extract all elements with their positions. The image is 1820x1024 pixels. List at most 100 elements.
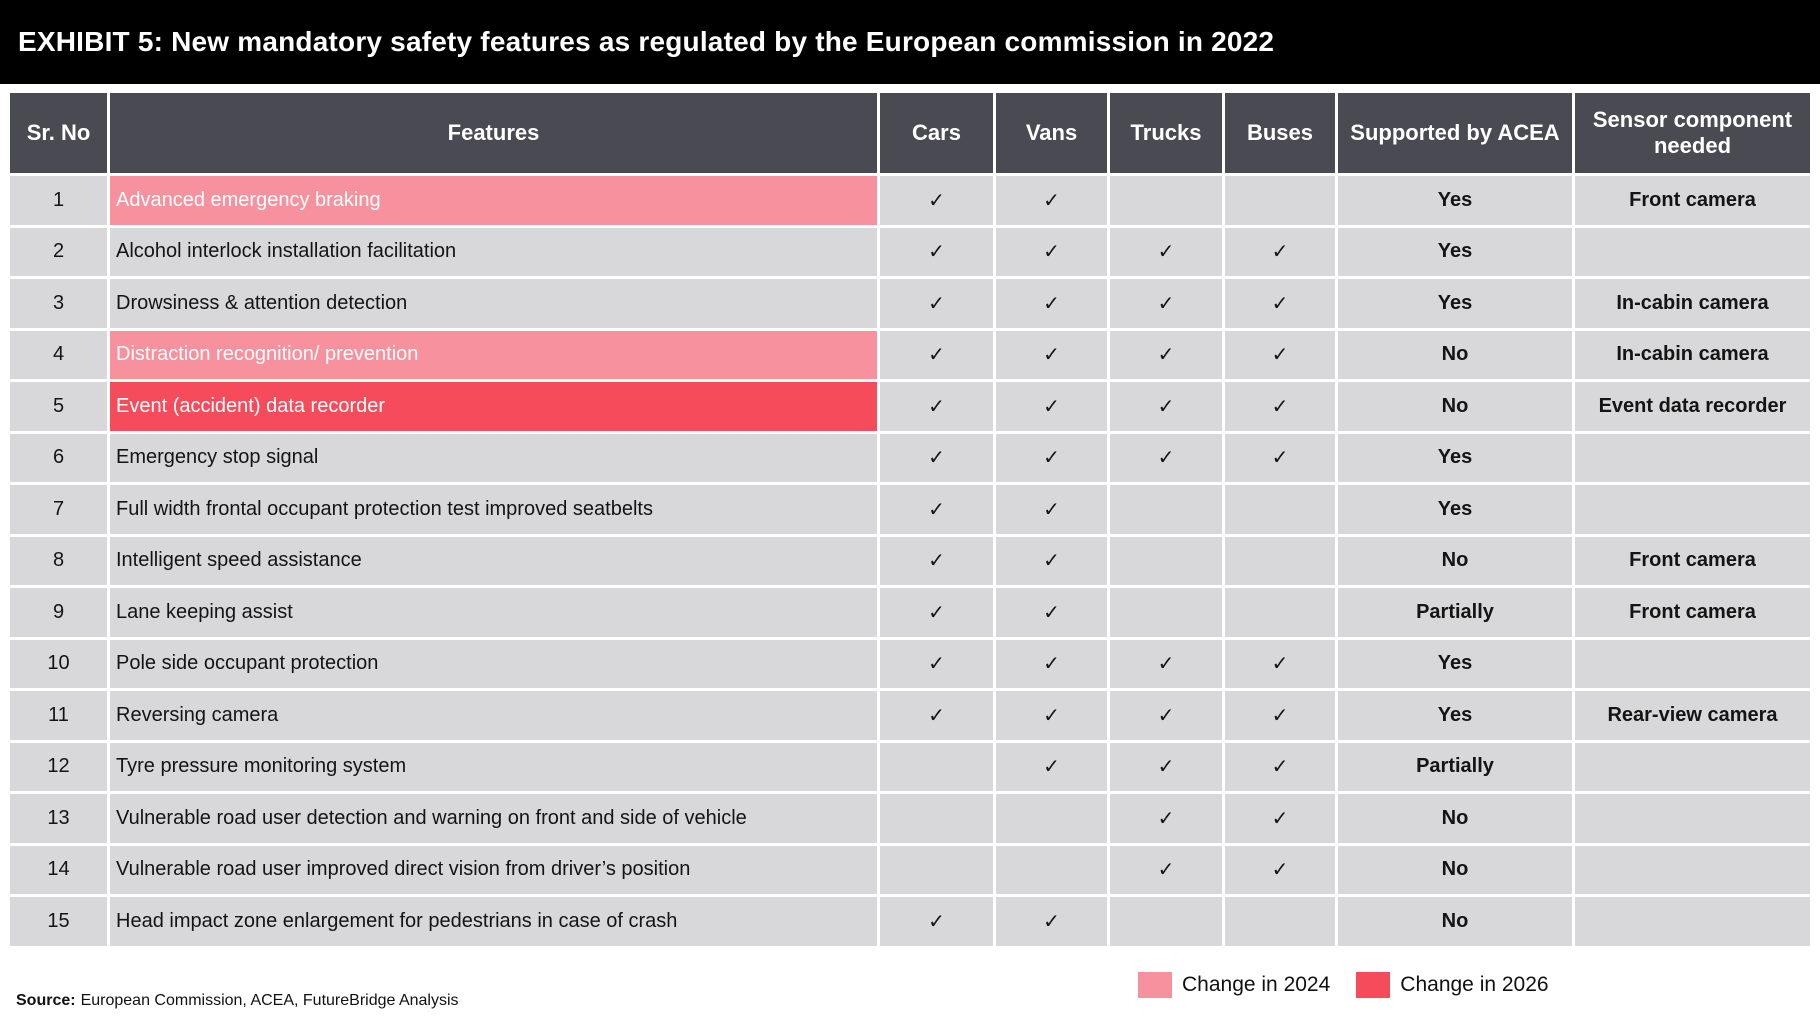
table-row: 8 Intelligent speed assistance ✓ ✓ No Front c… [10, 536, 1810, 585]
sensor-component-cell [1575, 227, 1810, 276]
feature-cell: Drowsiness & attention detection [110, 279, 877, 328]
check-icon: ✓ [1157, 704, 1175, 727]
exhibit-title: EXHIBIT 5: New mandatory safety features… [18, 26, 1275, 57]
table-row: 12 Tyre pressure monitoring system ✓ ✓ ✓ Part… [10, 742, 1810, 791]
feature-cell: Advanced emergency braking [110, 176, 877, 225]
table-row: 13 Vulnerable road user detection and war… [10, 794, 1810, 843]
table-row: 15 Head impact zone enlargement for pedes… [10, 897, 1810, 946]
empty-check-cell [1110, 176, 1222, 225]
supported-by-acea-cell: Yes [1338, 279, 1572, 328]
checkmark-cell: ✓ [996, 279, 1107, 328]
checkmark-cell: ✓ [880, 330, 993, 379]
check-icon: ✓ [928, 189, 945, 212]
row-number-cell: 11 [10, 691, 107, 740]
row-number-cell: 15 [10, 897, 107, 946]
empty-check-cell [1225, 536, 1335, 585]
empty-check-cell [1225, 485, 1335, 534]
checkmark-cell: ✓ [996, 639, 1107, 688]
feature-cell: Lane keeping assist [110, 588, 877, 637]
source-text: European Commission, ACEA, FutureBridge … [80, 992, 459, 1009]
checkmark-cell: ✓ [1110, 639, 1222, 688]
row-number-cell: 2 [10, 227, 107, 276]
check-icon: ✓ [1157, 344, 1175, 367]
sensor-component-cell: Front camera [1575, 588, 1810, 637]
check-icon: ✓ [1271, 447, 1289, 470]
checkmark-cell: ✓ [880, 279, 993, 328]
feature-cell: Pole side occupant protection [110, 639, 877, 688]
checkmark-cell: ✓ [996, 691, 1107, 740]
check-icon: ✓ [1043, 241, 1060, 264]
checkmark-cell: ✓ [1225, 227, 1335, 276]
checkmark-cell: ✓ [1110, 382, 1222, 431]
check-icon: ✓ [1043, 653, 1060, 676]
checkmark-cell: ✓ [880, 382, 993, 431]
feature-cell: Tyre pressure monitoring system [110, 742, 877, 791]
table-row: 6 Emergency stop signal ✓ ✓ ✓ ✓ Yes [10, 433, 1810, 482]
checkmark-cell: ✓ [996, 536, 1107, 585]
checkmark-cell: ✓ [880, 227, 993, 276]
supported-by-acea-cell: No [1338, 897, 1572, 946]
col-header-features: Features [110, 93, 877, 173]
feature-cell: Vulnerable road user improved direct vis… [110, 845, 877, 894]
sensor-component-cell [1575, 433, 1810, 482]
feature-cell: Distraction recognition/ prevention [110, 330, 877, 379]
checkmark-cell: ✓ [880, 639, 993, 688]
check-icon: ✓ [1043, 704, 1060, 727]
check-icon: ✓ [1271, 344, 1289, 367]
checkmark-cell: ✓ [880, 433, 993, 482]
checkmark-cell: ✓ [1110, 433, 1222, 482]
supported-by-acea-cell: No [1338, 382, 1572, 431]
checkmark-cell: ✓ [1110, 330, 1222, 379]
supported-by-acea-cell: No [1338, 794, 1572, 843]
supported-by-acea-cell: Yes [1338, 691, 1572, 740]
empty-check-cell [880, 845, 993, 894]
empty-check-cell [880, 742, 993, 791]
sensor-component-cell: Rear-view camera [1575, 691, 1810, 740]
checkmark-cell: ✓ [880, 536, 993, 585]
check-icon: ✓ [1271, 653, 1289, 676]
check-icon: ✓ [928, 241, 945, 264]
supported-by-acea-cell: No [1338, 845, 1572, 894]
check-icon: ✓ [1157, 447, 1175, 470]
row-number-cell: 7 [10, 485, 107, 534]
check-icon: ✓ [1271, 241, 1289, 264]
empty-check-cell [1110, 897, 1222, 946]
empty-check-cell [1225, 176, 1335, 225]
table-row: 5 Event (accident) data recorder ✓ ✓ ✓ ✓ No Eve… [10, 382, 1810, 431]
check-icon: ✓ [1043, 189, 1060, 212]
legend-item-change-2024: Change in 2024 [1138, 972, 1330, 998]
check-icon: ✓ [928, 910, 945, 933]
checkmark-cell: ✓ [1225, 742, 1335, 791]
checkmark-cell: ✓ [1225, 382, 1335, 431]
empty-check-cell [996, 845, 1107, 894]
col-header-supported-by-acea: Supported by ACEA [1338, 93, 1572, 173]
check-icon: ✓ [1157, 395, 1175, 418]
sensor-component-cell [1575, 794, 1810, 843]
checkmark-cell: ✓ [1225, 794, 1335, 843]
supported-by-acea-cell: No [1338, 330, 1572, 379]
checkmark-cell: ✓ [880, 588, 993, 637]
empty-check-cell [1110, 485, 1222, 534]
feature-cell: Full width frontal occupant protection t… [110, 485, 877, 534]
checkmark-cell: ✓ [1110, 794, 1222, 843]
source-label: Source: [16, 992, 76, 1009]
checkmark-cell: ✓ [1225, 691, 1335, 740]
empty-check-cell [880, 794, 993, 843]
check-icon: ✓ [1043, 344, 1060, 367]
table-row: 3 Drowsiness & attention detection ✓ ✓ ✓ ✓ Yes… [10, 279, 1810, 328]
table-header-row: Sr. No Features Cars Vans Trucks Buses S… [10, 93, 1810, 173]
col-header-cars: Cars [880, 93, 993, 173]
sensor-component-cell: Front camera [1575, 176, 1810, 225]
legend-item-change-2026: Change in 2026 [1356, 972, 1549, 998]
legend-swatch-2024 [1138, 972, 1172, 998]
safety-features-table: Sr. No Features Cars Vans Trucks Buses S… [7, 90, 1813, 949]
empty-check-cell [1225, 588, 1335, 637]
checkmark-cell: ✓ [996, 433, 1107, 482]
table-row: 10 Pole side occupant protection ✓ ✓ ✓ ✓ Yes [10, 639, 1810, 688]
check-icon: ✓ [1043, 756, 1060, 779]
checkmark-cell: ✓ [1225, 639, 1335, 688]
row-number-cell: 13 [10, 794, 107, 843]
check-icon: ✓ [1271, 859, 1289, 882]
checkmark-cell: ✓ [996, 176, 1107, 225]
table-row: 14 Vulnerable road user improved direct v… [10, 845, 1810, 894]
